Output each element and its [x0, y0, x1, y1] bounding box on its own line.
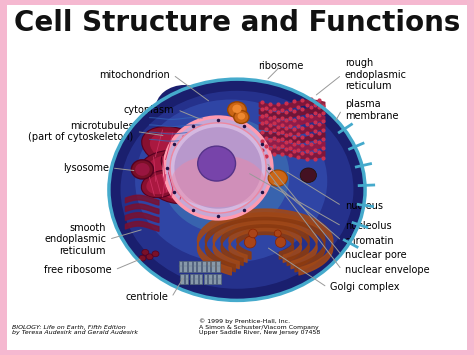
Bar [183, 261, 187, 272]
Ellipse shape [142, 127, 207, 169]
Bar [197, 261, 201, 272]
Text: cytoplasm: cytoplasm [124, 105, 174, 115]
Bar [193, 261, 196, 272]
Text: smooth
endoplasmic
reticulum: smooth endoplasmic reticulum [44, 223, 106, 256]
Text: nucleus: nucleus [345, 201, 383, 211]
Text: BIOLOGY: Life on Earth, Fifth Edition
by Teresa Audesirk and Gerald Audesirk: BIOLOGY: Life on Earth, Fifth Edition by… [12, 325, 138, 335]
Ellipse shape [198, 146, 236, 181]
Text: rough
endoplasmic
reticulum: rough endoplasmic reticulum [345, 58, 407, 91]
Bar [213, 274, 216, 284]
Ellipse shape [150, 171, 205, 204]
Ellipse shape [167, 154, 200, 179]
Ellipse shape [232, 105, 242, 113]
Ellipse shape [109, 79, 365, 300]
Bar [211, 261, 215, 272]
Text: © 1999 by Prentice-Hall, Inc.
A Simon & Schuster/Viacom Company
Upper Saddle Riv: © 1999 by Prentice-Hall, Inc. A Simon & … [199, 318, 320, 335]
Ellipse shape [131, 160, 154, 179]
Ellipse shape [139, 255, 146, 261]
Text: chromatin: chromatin [345, 236, 394, 246]
Text: microtubules
(part of cytoskeleton): microtubules (part of cytoskeleton) [28, 121, 134, 142]
Ellipse shape [300, 168, 317, 182]
Text: plasma
membrane: plasma membrane [345, 99, 398, 121]
Bar [203, 274, 207, 284]
Text: ribosome: ribosome [258, 61, 303, 71]
Ellipse shape [120, 91, 354, 289]
Ellipse shape [249, 229, 257, 238]
Ellipse shape [155, 85, 214, 132]
Ellipse shape [139, 151, 198, 186]
Ellipse shape [141, 170, 181, 198]
Ellipse shape [161, 150, 205, 183]
Ellipse shape [135, 163, 150, 176]
Ellipse shape [150, 132, 199, 163]
Ellipse shape [244, 236, 256, 248]
Text: centriole: centriole [126, 293, 169, 302]
Text: free ribosome: free ribosome [44, 265, 112, 275]
Ellipse shape [228, 102, 246, 118]
Ellipse shape [146, 254, 153, 260]
Bar [202, 261, 206, 272]
Ellipse shape [142, 250, 149, 255]
Text: Cell Structure and Functions: Cell Structure and Functions [14, 9, 460, 37]
Ellipse shape [164, 117, 272, 219]
Ellipse shape [146, 174, 176, 194]
Bar [208, 274, 212, 284]
Ellipse shape [268, 170, 287, 186]
Ellipse shape [161, 117, 290, 234]
Ellipse shape [172, 155, 264, 207]
Bar [188, 261, 191, 272]
Text: lysosome: lysosome [63, 163, 109, 173]
Ellipse shape [237, 113, 245, 120]
Text: nucleolus: nucleolus [345, 221, 392, 231]
Ellipse shape [147, 155, 191, 181]
Ellipse shape [234, 110, 249, 124]
Bar [190, 274, 193, 284]
Ellipse shape [174, 127, 262, 209]
Ellipse shape [274, 230, 281, 237]
Text: nuclear pore: nuclear pore [345, 250, 406, 260]
Bar [216, 261, 219, 272]
Bar [179, 261, 182, 272]
Bar [185, 274, 188, 284]
Bar [180, 274, 184, 284]
Bar [207, 261, 210, 272]
Bar [194, 274, 198, 284]
Ellipse shape [157, 175, 198, 200]
Text: mitochondrion: mitochondrion [99, 70, 170, 80]
Ellipse shape [275, 237, 286, 247]
Text: Golgi complex: Golgi complex [330, 282, 400, 292]
Ellipse shape [152, 251, 159, 257]
Text: nuclear envelope: nuclear envelope [345, 265, 429, 275]
Ellipse shape [135, 99, 327, 263]
Bar [199, 274, 202, 284]
Bar [218, 274, 221, 284]
Ellipse shape [170, 123, 266, 213]
